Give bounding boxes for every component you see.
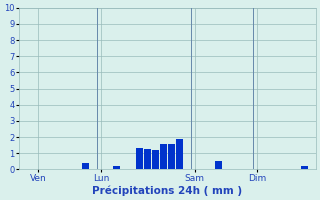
Bar	[82, 163, 89, 169]
Bar	[176, 139, 183, 169]
Bar	[152, 150, 159, 169]
X-axis label: Précipitations 24h ( mm ): Précipitations 24h ( mm )	[92, 185, 242, 196]
Bar	[168, 144, 175, 169]
Bar	[144, 149, 151, 169]
Bar	[113, 166, 120, 169]
Bar	[136, 148, 143, 169]
Bar	[300, 166, 308, 169]
Bar	[215, 161, 222, 169]
Bar	[160, 144, 167, 169]
